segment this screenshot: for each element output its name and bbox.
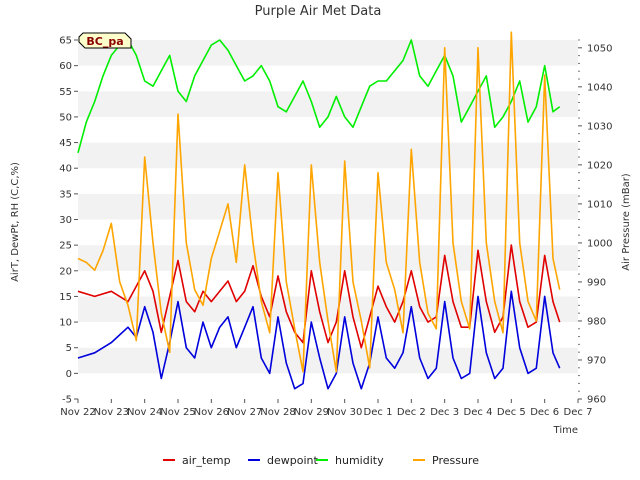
site-label-box: BC_pa [78,32,132,49]
left-axis: -5 0 5 10 15 20 25 30 35 40 45 50 55 60 65 [59,36,78,406]
x-tick-label: Dec 7 [564,407,593,418]
grid-band [78,142,578,169]
grid-band [78,347,578,374]
grid-band [78,270,578,297]
legend-item: humidity [316,454,384,467]
x-tick-label: Dec 3 [430,407,459,418]
legend-item: air_temp [163,454,231,467]
y-left-tick-label: 40 [59,164,72,175]
x-tick-label: Nov 25 [160,407,195,418]
legend: air_temp dewpoint humidity Pressure [163,454,479,467]
y-left-tick-label: 0 [66,369,72,380]
y-right-tick-label: 1030 [587,121,612,132]
y-right-tick-label: 1000 [587,238,612,249]
y-right-tick-label: 1050 [587,43,612,54]
y-right-tick-label: 1010 [587,199,612,210]
site-label: BC_pa [86,35,123,48]
y-right-tick-label: 1020 [587,160,612,171]
x-tick-label: Nov 27 [227,407,262,418]
grid-band [78,40,578,66]
right-axis: 960 970 980 990 1000 1010 1020 1030 1040 1050 [578,39,612,406]
plot-lines [77,31,561,390]
x-tick-label: Nov 26 [194,407,229,418]
y-right-tick-label: 970 [587,355,606,366]
y-axis-right-title: Air Pressure (mBar) [621,173,632,271]
y-left-tick-label: 15 [59,292,72,303]
y-left-tick-label: 25 [59,241,72,252]
grid-band [78,193,578,220]
series-line-air-temp [77,244,561,349]
y-left-tick-label: 55 [59,87,72,98]
x-tick-label: Nov 28 [260,407,295,418]
series-line-dewpoint [77,290,561,390]
x-tick-label: Dec 5 [497,407,526,418]
x-tick-label: Dec 4 [464,407,493,418]
legend-item: Pressure [413,454,479,467]
y-left-tick-label: -5 [62,395,72,406]
legend-label: humidity [335,454,384,467]
x-tick-label: Nov 30 [327,407,362,418]
y-axis-left-title: AirT, DewPt, RH (C,C,%) [10,162,21,282]
y-right-tick-label: 960 [587,395,606,406]
grid-band [78,322,578,348]
x-tick-label: Nov 24 [127,407,162,418]
y-left-tick-label: 35 [59,189,72,200]
y-left-tick-label: 50 [59,112,72,123]
y-right-tick-label: 990 [587,277,606,288]
y-left-tick-label: 60 [59,61,72,72]
series-line-humidity [77,39,561,154]
grid-band [78,116,578,143]
x-tick-label: Nov 22 [60,407,95,418]
series-line-pressure [77,31,561,373]
y-left-tick-label: 5 [66,343,72,354]
y-right-tick-label: 1040 [587,82,612,93]
x-tick-label: Nov 29 [294,407,329,418]
chart-title: Purple Air Met Data [255,4,382,19]
x-tick-label: Dec 2 [397,407,426,418]
legend-label: air_temp [182,454,231,467]
grid-band [78,65,578,92]
y-right-tick-label: 980 [587,316,606,327]
x-tick-label: Nov 23 [94,407,129,418]
x-axis-title: Time [553,425,578,436]
site-label-border [78,32,132,49]
grid-band [78,168,578,194]
grid-band [78,91,578,117]
grid-bands [78,40,578,399]
grid-band [78,219,578,246]
x-tick-label: Dec 1 [364,407,393,418]
x-tick-label: Dec 6 [530,407,559,418]
legend-label: Pressure [432,454,479,467]
grid-band [78,245,578,271]
legend-label: dewpoint [267,454,318,467]
legend-item: dewpoint [248,454,318,467]
y-left-tick-label: 65 [59,36,72,47]
y-left-tick-label: 30 [59,215,72,226]
y-left-tick-label: 20 [59,266,72,277]
y-left-tick-label: 10 [59,318,72,329]
y-left-tick-label: 45 [59,138,72,149]
